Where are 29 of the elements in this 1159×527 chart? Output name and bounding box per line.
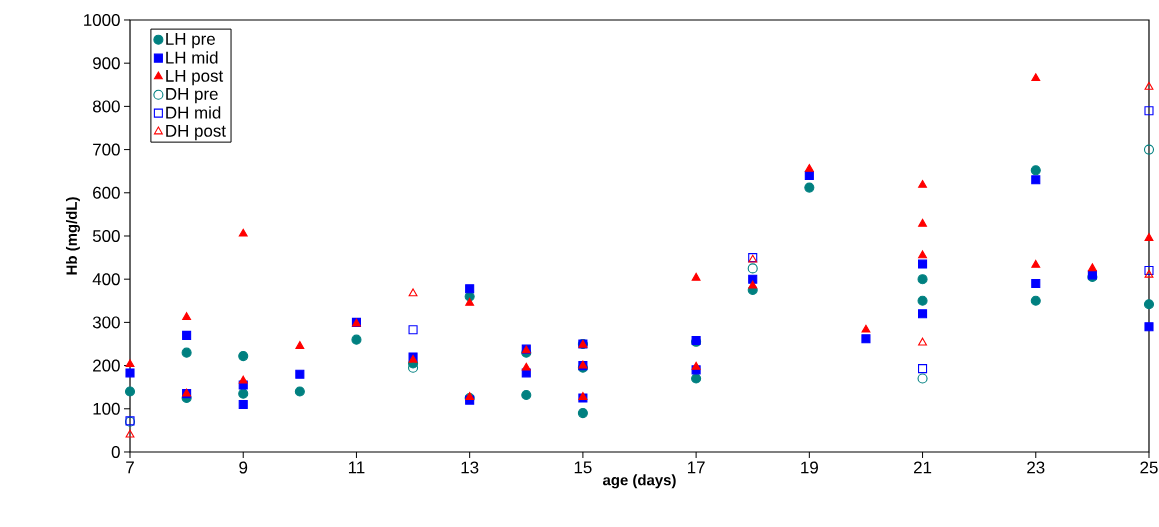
x-tick-label: 13 (461, 461, 479, 474)
x-tick-label: 21 (913, 461, 932, 474)
legend-label: DH pre (166, 88, 218, 104)
x-tick-label: 9 (239, 461, 248, 474)
x-tick-label: 23 (1027, 461, 1045, 474)
y-tick-label: 100 (93, 402, 120, 415)
y-tick-label: 700 (93, 143, 120, 156)
legend-label: LH pre (166, 33, 215, 49)
y-tick-label: 900 (93, 57, 120, 70)
legend-label: LH mid (166, 51, 218, 64)
y-tick-label: 0 (111, 445, 120, 458)
y-tick-label: 400 (92, 273, 120, 286)
y-tick-label: 500 (92, 229, 120, 242)
legend-label: DH post (166, 125, 226, 141)
x-axis-title: age (days) (602, 474, 676, 489)
x-tick-label: 11 (348, 461, 365, 474)
y-tick-label: 1000 (84, 13, 120, 26)
x-tick-label: 17 (687, 461, 705, 474)
legend-label: DH mid (166, 106, 221, 119)
y-axis-title: Hb (mg/dL) (65, 197, 80, 275)
x-tick-label: 19 (801, 461, 818, 474)
x-tick-label: 15 (574, 461, 592, 474)
x-tick-label: 25 (1140, 461, 1158, 474)
x-tick-label: 7 (126, 461, 134, 474)
y-tick-label: 800 (92, 100, 120, 113)
y-tick-label: 200 (93, 359, 120, 372)
y-tick-label: 600 (93, 186, 120, 199)
legend-label: LH post (166, 69, 224, 86)
y-tick-label: 300 (92, 316, 120, 329)
